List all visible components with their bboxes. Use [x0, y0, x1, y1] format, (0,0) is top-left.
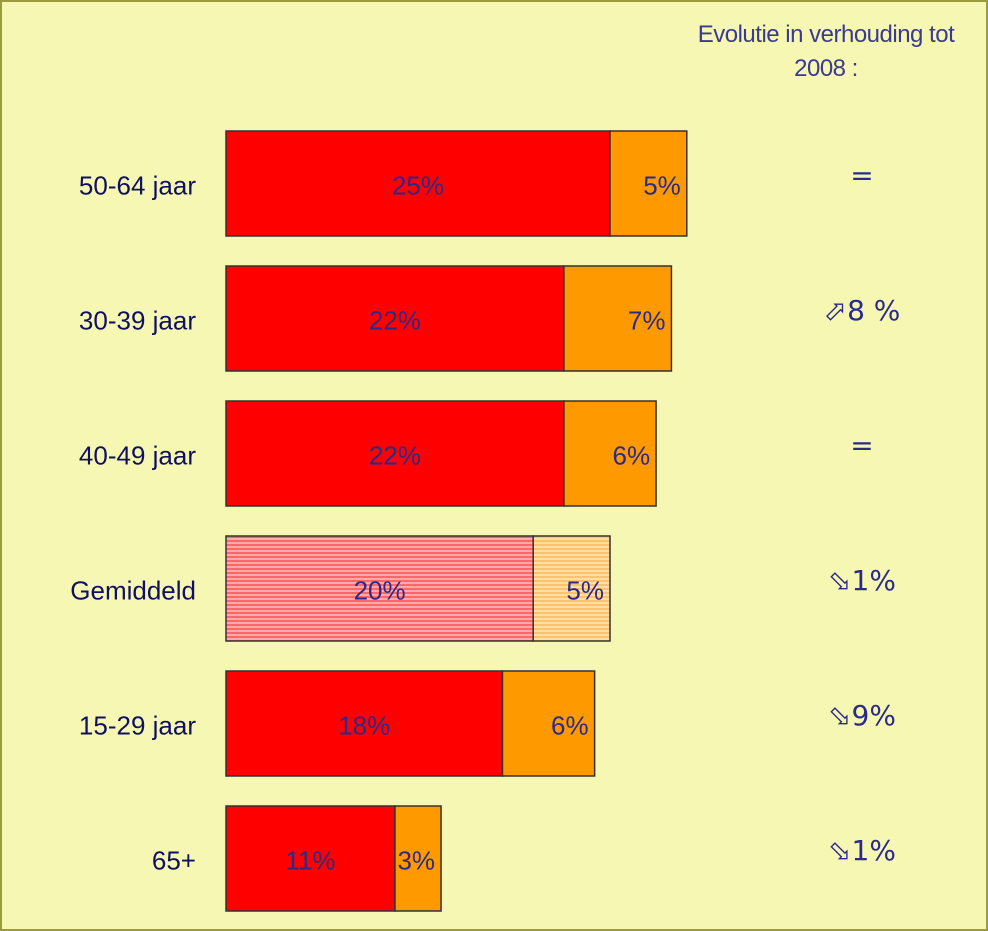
annotation-title: Evolutie in verhouding tot 2008 :	[697, 21, 955, 82]
category-label: 15-29 jaar	[79, 710, 196, 740]
value-label: 22%	[369, 305, 421, 335]
value-label: 22%	[369, 440, 421, 470]
value-label: 7%	[628, 305, 666, 335]
value-label: 3%	[397, 845, 435, 875]
bar-segment	[225, 805, 396, 912]
bar-segment	[563, 400, 657, 507]
evolution-annotation: ⬂1%	[828, 834, 896, 867]
evolution-annotation: =	[850, 159, 873, 192]
bar-segment	[225, 670, 504, 777]
bar-segment	[501, 670, 596, 777]
bar-segment	[225, 400, 565, 507]
evolution-annotation: ⬂9%	[828, 699, 896, 732]
value-label: 20%	[354, 575, 406, 605]
evolution-annotation: ⬂1%	[828, 564, 896, 597]
bar-segment	[225, 130, 611, 237]
bar-segment	[532, 535, 611, 642]
value-label: 6%	[551, 710, 589, 740]
value-label: 5%	[643, 170, 681, 200]
category-label: 40-49 jaar	[79, 440, 196, 470]
category-label: 30-39 jaar	[79, 305, 196, 335]
value-label: 11%	[285, 845, 335, 875]
category-label: 50-64 jaar	[79, 170, 196, 200]
category-label: 65+	[152, 845, 196, 875]
bar-segment	[394, 805, 442, 912]
evolution-annotation: =	[850, 429, 873, 462]
evolution-annotation: ⬀8 %	[824, 294, 901, 327]
value-label: 5%	[566, 575, 604, 605]
bar-segment	[563, 265, 673, 372]
category-label: Gemiddeld	[70, 575, 196, 605]
value-label: 6%	[613, 440, 651, 470]
value-label: 18%	[338, 710, 390, 740]
bar-segment	[609, 130, 688, 237]
value-label: 25%	[392, 170, 444, 200]
bar-segment	[225, 535, 534, 642]
